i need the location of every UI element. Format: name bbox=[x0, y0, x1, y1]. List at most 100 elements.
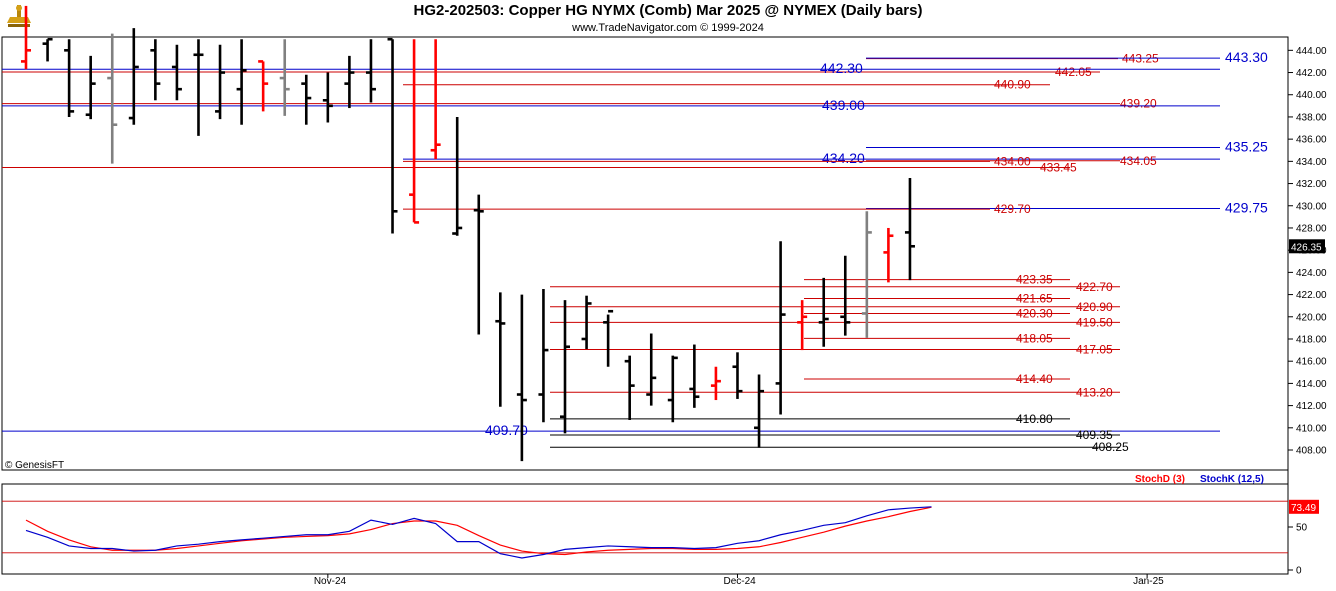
level-label-410-80: 410.80 bbox=[1016, 412, 1053, 426]
level-label-442-30: 442.30 bbox=[820, 60, 863, 76]
ohlc-bar bbox=[21, 5, 31, 70]
stoch-pane-frame bbox=[1, 483, 1289, 575]
level-label-429-75: 429.75 bbox=[1225, 200, 1268, 216]
ohlc-bar bbox=[215, 44, 226, 120]
level-label-409-35: 409.35 bbox=[1076, 428, 1113, 442]
level-label-417-05: 417.05 bbox=[1076, 343, 1113, 357]
ohlc-bar bbox=[516, 294, 527, 462]
level-label-419-50: 419.50 bbox=[1076, 315, 1113, 329]
ohlc-bar bbox=[538, 289, 549, 423]
ohlc-bar bbox=[689, 344, 700, 408]
last-price-badge bbox=[1289, 239, 1325, 254]
ohlc-bar bbox=[452, 116, 463, 236]
time-tick-label: Jan-25 bbox=[1133, 576, 1164, 587]
last-price-label: 426.35 bbox=[1291, 242, 1322, 253]
price-tick-label: 430.00 bbox=[1296, 201, 1327, 212]
ohlc-bar bbox=[42, 37, 53, 62]
ohlc-bar bbox=[797, 300, 808, 351]
level-label-409-70: 409.70 bbox=[485, 422, 528, 438]
ohlc-bar bbox=[150, 39, 161, 101]
ohlc-bar bbox=[603, 309, 614, 367]
level-label-408-25: 408.25 bbox=[1092, 440, 1129, 454]
time-tick-label: Nov-24 bbox=[314, 576, 347, 587]
ohlc-bar bbox=[365, 39, 376, 103]
level-label-413-20: 413.20 bbox=[1076, 385, 1113, 399]
level-label-434-20: 434.20 bbox=[822, 150, 865, 166]
level-label-420-30: 420.30 bbox=[1016, 306, 1053, 320]
price-tick-label: 408.00 bbox=[1296, 446, 1327, 457]
level-label-422-70: 422.70 bbox=[1076, 280, 1113, 294]
ohlc-bar bbox=[430, 39, 441, 160]
price-tick-label: 416.00 bbox=[1296, 357, 1327, 368]
stoch-last-badge bbox=[1289, 499, 1319, 514]
chart-title: HG2-202503: Copper HG NYMX (Comb) Mar 20… bbox=[413, 2, 923, 19]
ohlc-bar bbox=[258, 60, 269, 112]
ohlc-bar bbox=[236, 39, 247, 125]
ohlc-bar bbox=[344, 55, 355, 109]
ohlc-bar bbox=[193, 39, 204, 136]
price-tick-label: 434.00 bbox=[1296, 157, 1327, 168]
ohlc-bar bbox=[128, 28, 139, 125]
ohlc-bar bbox=[279, 39, 290, 116]
ohlc-bar bbox=[409, 39, 420, 224]
ohlc-bar bbox=[495, 292, 506, 407]
price-tick-label: 444.00 bbox=[1296, 46, 1327, 57]
price-tick-label: 422.00 bbox=[1296, 290, 1327, 301]
level-label-443-30: 443.30 bbox=[1225, 49, 1268, 65]
ohlc-bar bbox=[560, 300, 570, 434]
price-tick-label: 436.00 bbox=[1296, 135, 1327, 146]
stoch-tick-label: 50 bbox=[1296, 523, 1308, 534]
price-tick-label: 440.00 bbox=[1296, 90, 1327, 101]
level-label-421-65: 421.65 bbox=[1016, 291, 1053, 305]
price-tick-label: 428.00 bbox=[1296, 223, 1327, 234]
level-label-434-00: 434.00 bbox=[994, 154, 1031, 168]
level-label-418-05: 418.05 bbox=[1016, 331, 1053, 345]
ohlc-bar bbox=[904, 178, 915, 281]
legend-stochd: StochD (3) bbox=[1135, 474, 1185, 485]
price-tick-label: 418.00 bbox=[1296, 334, 1327, 345]
level-label-429-70: 429.70 bbox=[994, 202, 1031, 216]
level-label-439-00: 439.00 bbox=[822, 97, 865, 113]
ohlc-bar bbox=[473, 194, 484, 335]
ohlc-bar bbox=[646, 333, 657, 406]
stoch-tick-label: 0 bbox=[1296, 566, 1302, 577]
legend-stochk: StochK (12,5) bbox=[1200, 474, 1264, 485]
stoch-line-k bbox=[25, 506, 932, 559]
ohlc-bar bbox=[667, 355, 678, 423]
price-tick-label: 410.00 bbox=[1296, 423, 1327, 434]
ohlc-bar bbox=[107, 33, 118, 164]
level-label-434-05: 434.05 bbox=[1120, 154, 1157, 168]
ohlc-bar bbox=[624, 355, 635, 421]
price-tick-label: 412.00 bbox=[1296, 401, 1327, 412]
ohlc-bar bbox=[171, 44, 182, 101]
price-tick-label: 424.00 bbox=[1296, 268, 1327, 279]
watermark-text: © GenesisFT bbox=[5, 460, 64, 471]
ohlc-bar bbox=[581, 295, 592, 349]
level-label-442-05: 442.05 bbox=[1055, 65, 1092, 79]
ohlc-bar bbox=[732, 352, 743, 399]
stoch-line-d bbox=[25, 506, 932, 556]
ohlc-bar bbox=[840, 255, 851, 336]
price-tick-label: 420.00 bbox=[1296, 312, 1327, 323]
level-label-440-90: 440.90 bbox=[994, 78, 1031, 92]
chart-subtitle: www.TradeNavigator.com © 1999-2024 bbox=[572, 22, 764, 34]
ohlc-bar bbox=[861, 211, 872, 338]
level-label-414-40: 414.40 bbox=[1016, 372, 1053, 386]
ohlc-bar bbox=[301, 74, 312, 125]
ohlc-bar bbox=[322, 72, 333, 123]
ohlc-bar bbox=[818, 277, 829, 347]
ohlc-bar bbox=[85, 55, 96, 120]
ohlc-bar bbox=[883, 227, 894, 283]
ohlc-bar bbox=[64, 39, 75, 117]
price-tick-label: 432.00 bbox=[1296, 179, 1327, 190]
price-pane-frame bbox=[1, 36, 1289, 471]
level-label-435-25: 435.25 bbox=[1225, 138, 1268, 154]
ohlc-bar bbox=[387, 37, 398, 234]
level-label-439-20: 439.20 bbox=[1120, 97, 1157, 111]
level-label-433-45: 433.45 bbox=[1040, 160, 1077, 174]
ohlc-bar bbox=[775, 241, 786, 415]
stoch-last-label: 73.49 bbox=[1291, 503, 1316, 514]
level-label-420-90: 420.90 bbox=[1076, 300, 1113, 314]
ohlc-bar bbox=[754, 374, 765, 448]
